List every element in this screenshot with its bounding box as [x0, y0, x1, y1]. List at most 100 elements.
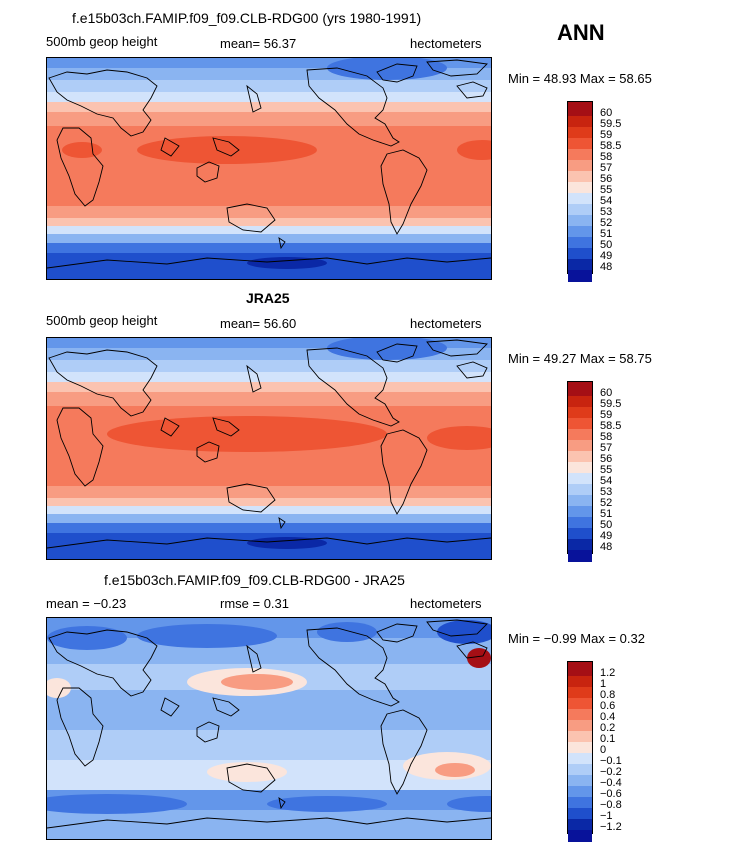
colorbar-tick-label: 57 [600, 162, 613, 174]
colorbar-tick-label: −1.2 [600, 821, 622, 833]
panel2-map [46, 337, 492, 560]
colorbar-tick-label: −0.6 [600, 788, 622, 800]
colorbar-swatch [568, 102, 592, 116]
colorbar-swatch [568, 407, 592, 418]
colorbar-swatch [568, 742, 592, 753]
colorbar-swatch [568, 473, 592, 484]
panel1-title: f.e15b03ch.FAMIP.f09_f09.CLB-RDG00 (yrs … [72, 10, 422, 26]
panel2-title: JRA25 [246, 290, 290, 306]
colorbar-swatch [568, 127, 592, 138]
colorbar-swatch [568, 698, 592, 709]
colorbar-swatch [568, 182, 592, 193]
colorbar-swatch [568, 753, 592, 764]
colorbar-swatch [568, 171, 592, 182]
colorbar-tick-label: 58.5 [600, 420, 622, 432]
colorbar-tick-label: 59.5 [600, 398, 622, 410]
colorbar-tick-label: 48 [600, 261, 613, 273]
colorbar-tick-label: 1 [600, 678, 607, 690]
panel3-map [46, 617, 492, 840]
colorbar-swatch [568, 193, 592, 204]
colorbar-tick-label: −0.1 [600, 755, 622, 767]
colorbar-swatch [568, 259, 592, 270]
panel1-map [46, 57, 492, 280]
panel1-colorbar [567, 101, 593, 282]
colorbar-swatch [568, 528, 592, 539]
colorbar-swatch [568, 731, 592, 742]
colorbar-tick-label: 0.2 [600, 722, 616, 734]
colorbar-tick-label: −1 [600, 810, 613, 822]
colorbar-swatch [568, 226, 592, 237]
colorbar-swatch [568, 215, 592, 226]
colorbar-swatch [568, 797, 592, 808]
colorbar-swatch [568, 819, 592, 830]
colorbar-swatch [568, 506, 592, 517]
colorbar-tick-label: 51 [600, 228, 613, 240]
colorbar-tick-label: 50 [600, 239, 613, 251]
colorbar-tick-label: 54 [600, 195, 613, 207]
panel3-units: hectometers [410, 596, 482, 611]
colorbar-swatch [568, 662, 592, 676]
colorbar-tick-label: 1.2 [600, 667, 616, 679]
colorbar-tick-label: 48 [600, 541, 613, 553]
colorbar-swatch [568, 149, 592, 160]
colorbar-tick-label: 60 [600, 107, 613, 119]
colorbar-swatch [568, 495, 592, 506]
panel3-mean: mean = −0.23 [46, 596, 127, 611]
colorbar-swatch [568, 396, 592, 407]
colorbar-swatch [568, 830, 592, 842]
panel2-minmax: Min = 49.27 Max = 58.75 [508, 351, 652, 366]
colorbar-tick-label: 50 [600, 519, 613, 531]
colorbar-tick-label: 58 [600, 431, 613, 443]
panel1-mean: mean= 56.37 [220, 36, 297, 51]
colorbar-tick-label: 59.5 [600, 118, 622, 130]
colorbar-tick-label: 49 [600, 250, 613, 262]
colorbar-swatch [568, 270, 592, 282]
colorbar-swatch [568, 808, 592, 819]
colorbar-swatch [568, 429, 592, 440]
colorbar-tick-label: 52 [600, 217, 613, 229]
colorbar-swatch [568, 116, 592, 127]
panel1-units: hectometers [410, 36, 482, 51]
colorbar-tick-label: 54 [600, 475, 613, 487]
colorbar-tick-label: 0.1 [600, 733, 616, 745]
colorbar-tick-label: 58 [600, 151, 613, 163]
panel2-colorbar [567, 381, 593, 562]
colorbar-tick-label: 52 [600, 497, 613, 509]
season-label: ANN [557, 20, 605, 45]
colorbar-swatch [568, 382, 592, 396]
colorbar-swatch [568, 676, 592, 687]
colorbar-tick-label: −0.4 [600, 777, 622, 789]
colorbar-tick-label: 53 [600, 206, 613, 218]
colorbar-swatch [568, 484, 592, 495]
colorbar-swatch [568, 248, 592, 259]
colorbar-tick-label: 49 [600, 530, 613, 542]
colorbar-tick-label: 0.4 [600, 711, 616, 723]
colorbar-swatch [568, 160, 592, 171]
panel3-title: f.e15b03ch.FAMIP.f09_f09.CLB-RDG00 - JRA… [104, 572, 405, 588]
colorbar-swatch [568, 786, 592, 797]
panel3-rmse: rmse = 0.31 [220, 596, 290, 611]
panel2-mean: mean= 56.60 [220, 316, 297, 331]
colorbar-swatch [568, 764, 592, 775]
colorbar-tick-label: 59 [600, 409, 613, 421]
colorbar-swatch [568, 451, 592, 462]
panel2-variable: 500mb geop height [46, 313, 158, 328]
colorbar-swatch [568, 418, 592, 429]
colorbar-tick-label: 60 [600, 387, 613, 399]
colorbar-tick-label: 0 [600, 744, 607, 756]
colorbar-tick-label: 56 [600, 453, 613, 465]
colorbar-tick-label: 0.6 [600, 700, 616, 712]
colorbar-swatch [568, 539, 592, 550]
colorbar-tick-label: 59 [600, 129, 613, 141]
colorbar-swatch [568, 775, 592, 786]
colorbar-swatch [568, 687, 592, 698]
colorbar-tick-label: 51 [600, 508, 613, 520]
colorbar-swatch [568, 440, 592, 451]
colorbar-tick-label: 57 [600, 442, 613, 454]
panel2-units: hectometers [410, 316, 482, 331]
colorbar-swatch [568, 720, 592, 731]
colorbar-tick-label: 0.8 [600, 689, 616, 701]
colorbar-tick-label: 56 [600, 173, 613, 185]
colorbar-swatch [568, 709, 592, 720]
colorbar-swatch [568, 204, 592, 215]
